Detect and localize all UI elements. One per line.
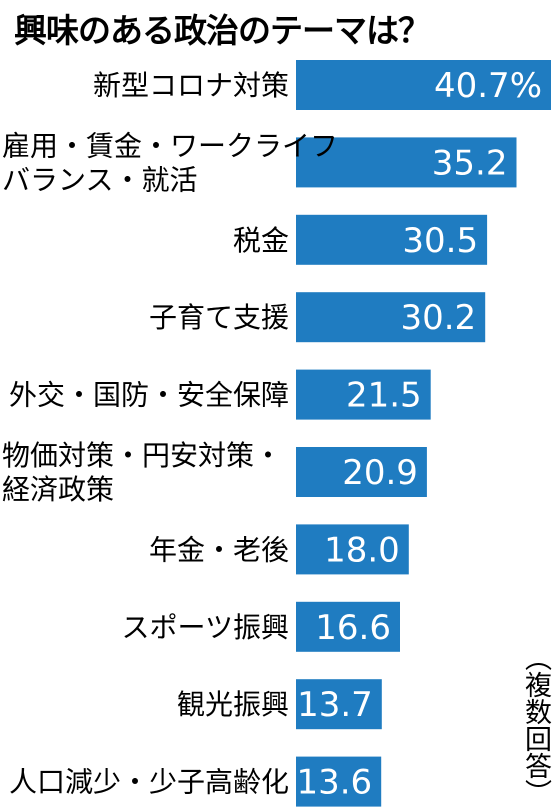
category-label: 物価対策・円安対策・ xyxy=(2,439,282,472)
multiple-answers-note: （複数回答） xyxy=(520,644,551,806)
bar xyxy=(296,447,427,497)
category-label: 観光振興 xyxy=(177,688,289,721)
bar xyxy=(296,137,517,188)
value-label: 16.6 xyxy=(315,608,391,648)
category-label: 年金・老後 xyxy=(149,533,289,566)
category-label: 雇用・賃金・ワークライフ xyxy=(2,129,338,162)
bar xyxy=(296,601,400,652)
category-label: 子育て支援 xyxy=(149,301,289,334)
value-label: 40.7% xyxy=(434,66,542,106)
category-label: 外交・国防・安全保障 xyxy=(9,379,289,412)
chart-title: 興味のある政治のテーマは？ xyxy=(14,11,431,50)
category-label: バランス・就活 xyxy=(2,163,197,196)
bar xyxy=(296,756,382,807)
value-label: 35.2 xyxy=(432,143,508,183)
bar xyxy=(296,524,409,575)
category-label: 人口減少・少子高齢化 xyxy=(9,766,289,799)
value-label: 18.0 xyxy=(324,530,400,570)
bar xyxy=(296,214,488,265)
category-label: 新型コロナ対策 xyxy=(93,69,289,102)
bar xyxy=(296,369,431,420)
category-label: 経済政策 xyxy=(2,473,114,506)
bar xyxy=(296,60,551,110)
value-label: 30.2 xyxy=(400,298,476,338)
bar xyxy=(296,679,382,730)
value-label: 13.7 xyxy=(297,685,373,725)
value-label: 21.5 xyxy=(346,376,422,416)
value-label: 13.6 xyxy=(296,763,372,803)
value-label: 30.5 xyxy=(402,221,478,261)
category-label: 税金 xyxy=(233,224,289,257)
category-label: スポーツ振興 xyxy=(122,611,289,644)
value-label: 20.9 xyxy=(342,453,418,493)
bar xyxy=(296,292,486,343)
